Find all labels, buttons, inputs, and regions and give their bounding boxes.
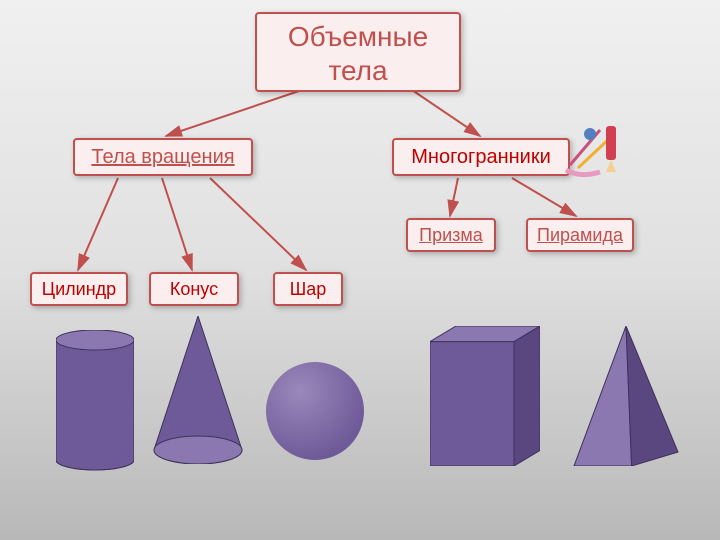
node-cone: Конус <box>149 272 239 306</box>
node-root-label: Объемные тела <box>257 20 459 88</box>
node-cone-label: Конус <box>170 274 218 304</box>
node-polyhedra-label: Многогранники <box>411 140 551 174</box>
node-rotation-label: Тела вращения <box>91 140 234 174</box>
node-prism: Призма <box>406 218 496 252</box>
node-rotation: Тела вращения <box>73 138 253 176</box>
node-sphere: Шар <box>273 272 343 306</box>
shape-prism <box>430 326 540 471</box>
node-sphere-label: Шар <box>290 274 327 304</box>
node-pyramid: Пирамида <box>526 218 634 252</box>
node-cylinder: Цилиндр <box>30 272 128 306</box>
node-pyramid-label: Пирамида <box>537 220 623 250</box>
shape-sphere <box>266 362 364 465</box>
tools-icon <box>560 120 632 185</box>
node-root: Объемные тела <box>255 12 461 92</box>
shape-cone <box>150 316 246 469</box>
node-prism-label: Призма <box>419 220 483 250</box>
shape-cylinder <box>56 330 134 485</box>
shape-pyramid <box>570 326 682 471</box>
node-cylinder-label: Цилиндр <box>42 274 116 304</box>
node-polyhedra: Многогранники <box>392 138 570 176</box>
